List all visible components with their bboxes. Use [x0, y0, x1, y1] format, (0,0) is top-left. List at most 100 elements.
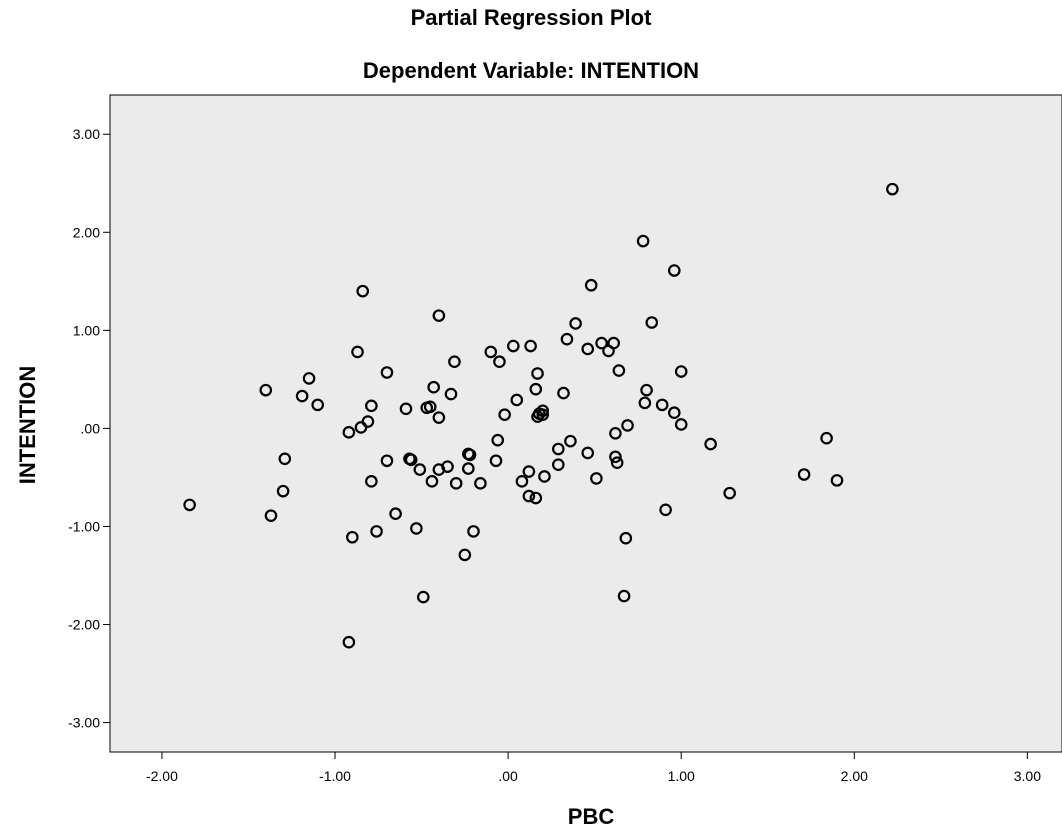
data-point: [704, 437, 717, 451]
data-point: [638, 396, 652, 410]
data-point: [820, 431, 833, 445]
data-point: [522, 465, 536, 478]
data-point: [346, 530, 359, 544]
x-tick: .00: [498, 752, 518, 784]
data-point: [365, 475, 378, 488]
data-point: [489, 454, 503, 468]
y-tick: 3.00: [73, 126, 110, 142]
data-point: [621, 419, 634, 432]
x-tick-label: 2.00: [841, 768, 868, 784]
y-tick: 1.00: [73, 322, 110, 338]
data-point: [830, 474, 844, 487]
data-point: [380, 366, 394, 379]
data-point: [423, 400, 437, 414]
data-point: [645, 316, 659, 329]
y-tick-label: .00: [81, 420, 101, 436]
data-point: [399, 402, 413, 416]
data-point: [531, 367, 544, 380]
data-point: [610, 456, 624, 470]
data-point: [659, 503, 672, 517]
plot-area: [109, 94, 1062, 753]
data-point: [302, 372, 316, 385]
data-point: [590, 472, 603, 485]
data-point: [640, 383, 653, 397]
y-axis-label: INTENTION: [15, 365, 40, 485]
data-point: [886, 182, 899, 196]
data-point: [522, 489, 536, 503]
data-point: [619, 531, 633, 545]
data-point: [474, 477, 487, 490]
data-point: [564, 434, 577, 448]
y-tick-label: 2.00: [73, 224, 100, 240]
data-point: [276, 484, 290, 498]
data-point: [183, 498, 196, 512]
data-point: [458, 548, 472, 562]
data-point: [441, 460, 454, 473]
data-point: [667, 264, 681, 277]
data-point: [581, 342, 595, 356]
data-point: [529, 382, 543, 396]
data-point: [569, 317, 582, 330]
x-tick-label: -1.00: [319, 768, 351, 784]
x-tick-label: 3.00: [1014, 768, 1041, 784]
data-point: [425, 475, 439, 488]
data-point: [723, 486, 736, 500]
data-point: [584, 278, 598, 292]
data-point: [449, 477, 463, 490]
data-point: [560, 332, 574, 346]
data-point: [552, 458, 565, 471]
data-point: [507, 339, 520, 353]
data-point: [342, 635, 356, 649]
data-point: [278, 452, 292, 466]
data-point: [463, 448, 477, 462]
y-tick-label: 1.00: [73, 322, 100, 338]
y-tick: .00: [81, 420, 110, 436]
data-point: [259, 383, 273, 397]
data-point: [467, 525, 480, 538]
data-point: [667, 406, 681, 420]
data-point: [493, 355, 506, 369]
x-tick: -1.00: [319, 752, 351, 784]
chart-title: Partial Regression Plot: [410, 5, 652, 30]
data-point: [404, 453, 418, 467]
data-point: [557, 386, 570, 400]
data-point: [538, 470, 551, 483]
data-point: [444, 387, 458, 401]
data-point: [581, 446, 595, 460]
data-point: [595, 336, 608, 350]
data-point: [416, 590, 430, 604]
data-point: [389, 507, 402, 521]
data-point: [612, 364, 626, 377]
data-point: [536, 408, 550, 421]
data-point: [674, 365, 688, 378]
data-point: [365, 399, 378, 413]
data-point: [797, 468, 811, 481]
data-point: [432, 411, 446, 424]
data-point: [552, 442, 565, 456]
y-tick-label: 3.00: [73, 126, 100, 142]
x-tick-label: .00: [498, 768, 518, 784]
data-point: [609, 427, 622, 440]
y-tick-label: -3.00: [68, 715, 100, 731]
x-tick: 2.00: [841, 752, 868, 784]
chart-subtitle: Dependent Variable: INTENTION: [362, 58, 700, 83]
data-point: [636, 234, 650, 248]
data-point: [264, 509, 278, 522]
y-tick: -2.00: [68, 617, 110, 633]
y-tick: 2.00: [73, 224, 110, 240]
y-tick: -1.00: [68, 518, 110, 534]
y-tick-label: -2.00: [68, 617, 100, 633]
x-tick: 1.00: [668, 752, 695, 784]
data-point: [356, 284, 370, 298]
data-point: [413, 463, 427, 476]
data-point: [510, 393, 524, 407]
x-tick: -2.00: [146, 752, 178, 784]
x-tick-label: 1.00: [668, 768, 695, 784]
y-tick: -3.00: [68, 715, 110, 731]
data-point: [515, 475, 529, 488]
data-point: [461, 462, 475, 475]
data-point: [448, 355, 461, 369]
data-point: [491, 433, 505, 447]
x-axis-label: PBC: [567, 804, 615, 829]
